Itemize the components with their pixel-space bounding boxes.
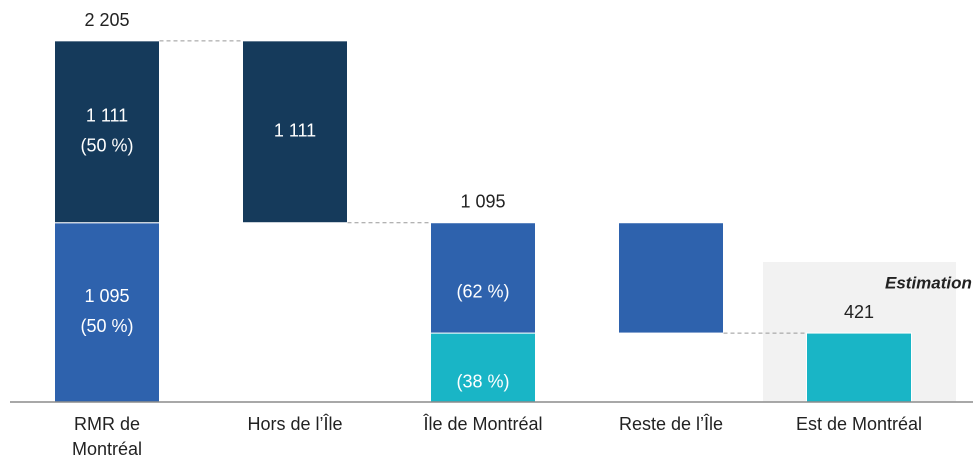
segment-label: 1 111 xyxy=(274,121,316,141)
bar-segment xyxy=(806,332,912,403)
bar-segment xyxy=(430,332,536,403)
x-tick-label: Reste de l’Île xyxy=(619,414,723,434)
x-tick-label: Est de Montréal xyxy=(796,414,922,434)
bar-segment xyxy=(242,40,348,224)
bar-segment xyxy=(54,40,160,224)
segment-label: 1 111 xyxy=(86,106,128,126)
segment-share: (50 %) xyxy=(80,136,133,156)
bar-segment xyxy=(54,222,160,403)
x-tick-label: Hors de l’Île xyxy=(247,414,342,434)
total-label: 421 xyxy=(844,302,874,322)
total-label: 2 205 xyxy=(84,10,129,30)
segment-share: (38 %) xyxy=(456,371,509,391)
x-tick-label: Montréal xyxy=(72,439,142,459)
x-tick-label: RMR de xyxy=(74,414,140,434)
segment-label: 1 095 xyxy=(84,286,129,306)
bar-segment xyxy=(618,222,724,334)
total-label: 1 095 xyxy=(460,191,505,211)
x-tick-label: Île de Montréal xyxy=(422,414,542,434)
annotation: Estimation xyxy=(885,273,972,292)
segment-share: (50 %) xyxy=(80,316,133,336)
bar-segment xyxy=(430,222,536,334)
segment-share: (62 %) xyxy=(456,282,509,302)
